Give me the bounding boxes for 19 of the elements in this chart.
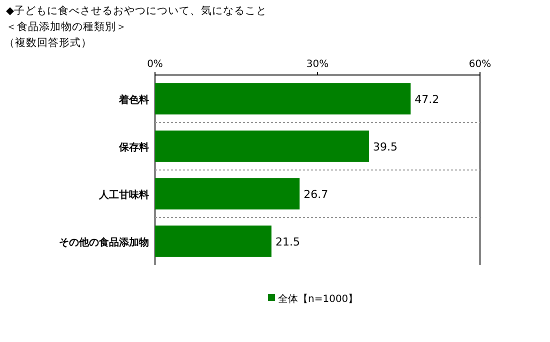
- y-tick-label: 着色料: [118, 94, 149, 106]
- y-tick-label: 保存料: [118, 141, 149, 154]
- bar: [155, 226, 272, 257]
- text: ＜食品添加物の種類別＞: [6, 20, 127, 33]
- data-label: 21.5: [275, 235, 300, 248]
- x-tick-label: 0%: [147, 59, 163, 70]
- bar: [155, 178, 300, 210]
- y-tick-label: その他の食品添加物: [59, 236, 149, 248]
- bar: [155, 130, 369, 162]
- data-label: 39.5: [372, 140, 398, 154]
- legend-label: 全体【n=1000】: [278, 293, 358, 305]
- chart-title: ◆子どもに食べさせるおやつについて、気になること: [6, 5, 268, 17]
- text: （複数回答形式）: [4, 36, 92, 49]
- x-tick-label: 60%: [468, 59, 492, 70]
- y-tick-label: 人工甘味料: [98, 188, 149, 201]
- data-label: 26.7: [304, 188, 328, 201]
- bar: [155, 83, 411, 114]
- x-tick-label: 30%: [306, 59, 329, 70]
- data-label: 47.2: [414, 92, 440, 106]
